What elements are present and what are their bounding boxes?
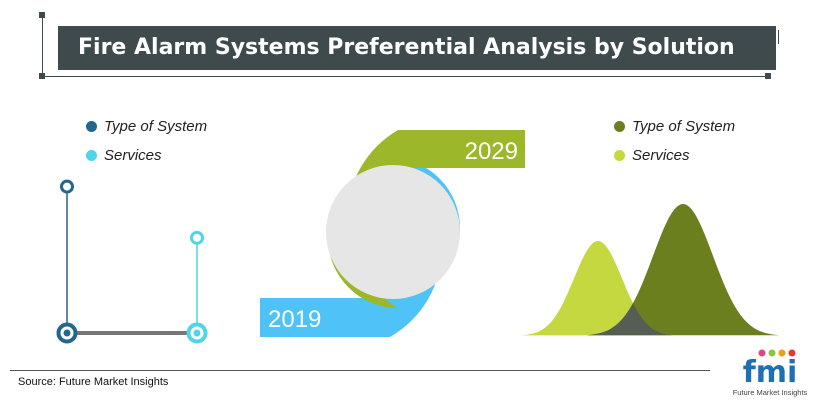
dumbbell-chart [56,179,208,344]
legend-label: Type of System [104,118,208,135]
fmi-logo: fmi Future Market Insights [733,349,808,397]
legend-item: Type of System [86,112,207,141]
source-note: Source: Future Market Insights [18,376,169,388]
header-frame-right [778,30,779,44]
legend-label: Type of System [632,118,736,135]
dumbbell-high-point [60,179,74,194]
donut-label-2019: 2019 [268,306,321,333]
distribution-chart [521,204,779,336]
legend-label: Services [632,147,690,164]
legend-swatch [86,150,97,161]
footer-rule [10,370,710,371]
page-title: Fire Alarm Systems Preferential Analysis… [58,26,776,70]
dumbbell-low-core [193,329,201,337]
svg-text:Future Market Insights: Future Market Insights [733,388,808,397]
header-frame-dot-right [765,73,771,79]
header-frame-dot-top [39,12,45,18]
legend-right: Type of System Services [614,112,735,170]
legend-label: Services [104,147,162,164]
donut-hole [326,165,460,299]
dumbbell-low-core [63,329,71,337]
legend-item: Services [86,141,207,170]
legend-item: Services [614,141,735,170]
legend-swatch [614,150,625,161]
header-frame-bottom [42,76,768,77]
donut-chart: 2029 2019 [260,130,525,337]
dumbbell-high-point [190,230,204,245]
legend-swatch [614,121,625,132]
distribution-curve [587,204,779,336]
donut-arc-2019 [260,158,460,337]
donut-label-2029: 2029 [465,138,518,165]
legend-swatch [86,121,97,132]
header-frame-left [42,15,43,77]
legend-item: Type of System [614,112,735,141]
donut-arc-2029 [328,130,525,308]
legend-left: Type of System Services [86,112,207,170]
svg-text:fmi: fmi [743,355,798,390]
